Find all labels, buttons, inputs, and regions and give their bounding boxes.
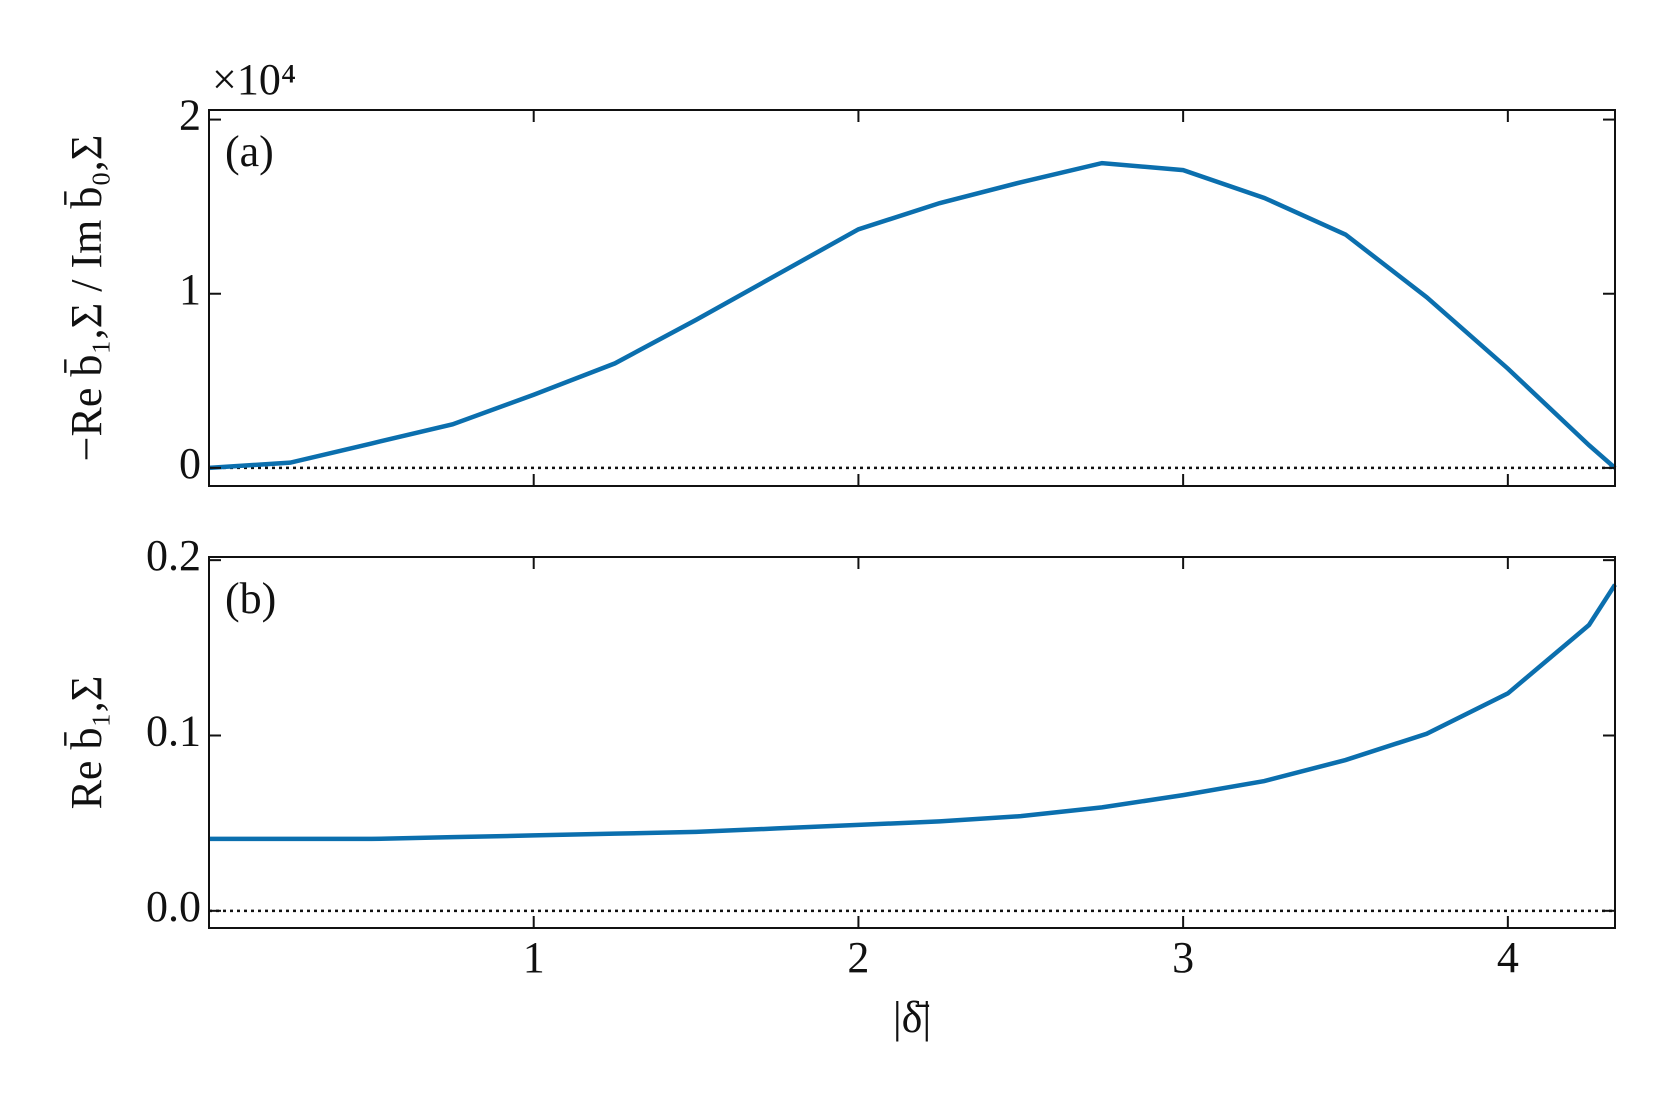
y-tick-label: 0.1 <box>146 707 201 756</box>
y-tick-label: 0.2 <box>146 531 201 580</box>
y-axis-label: −Re b̄₁,Σ / Im b̄₀,Σ <box>62 135 111 462</box>
x-tick-label: 3 <box>1172 933 1194 982</box>
axis-offset-label: ×10⁴ <box>212 55 296 104</box>
x-tick-label: 4 <box>1497 933 1519 982</box>
y-tick-label: 0 <box>179 439 201 488</box>
x-tick-label: 2 <box>847 933 869 982</box>
x-axis-label: |δ̄| <box>893 993 931 1042</box>
panel-label: (b) <box>225 574 276 623</box>
x-tick-label: 1 <box>523 933 545 982</box>
y-tick-label: 2 <box>179 91 201 140</box>
y-tick-label: 1 <box>179 265 201 314</box>
panel-label: (a) <box>225 127 274 176</box>
y-axis-label: Re b̄₁,Σ <box>62 676 111 810</box>
plot-frame <box>208 109 1616 487</box>
plot-frame <box>208 556 1616 929</box>
data-line <box>209 583 1617 842</box>
data-line <box>208 160 1617 471</box>
y-tick-label: 0.0 <box>146 882 201 931</box>
